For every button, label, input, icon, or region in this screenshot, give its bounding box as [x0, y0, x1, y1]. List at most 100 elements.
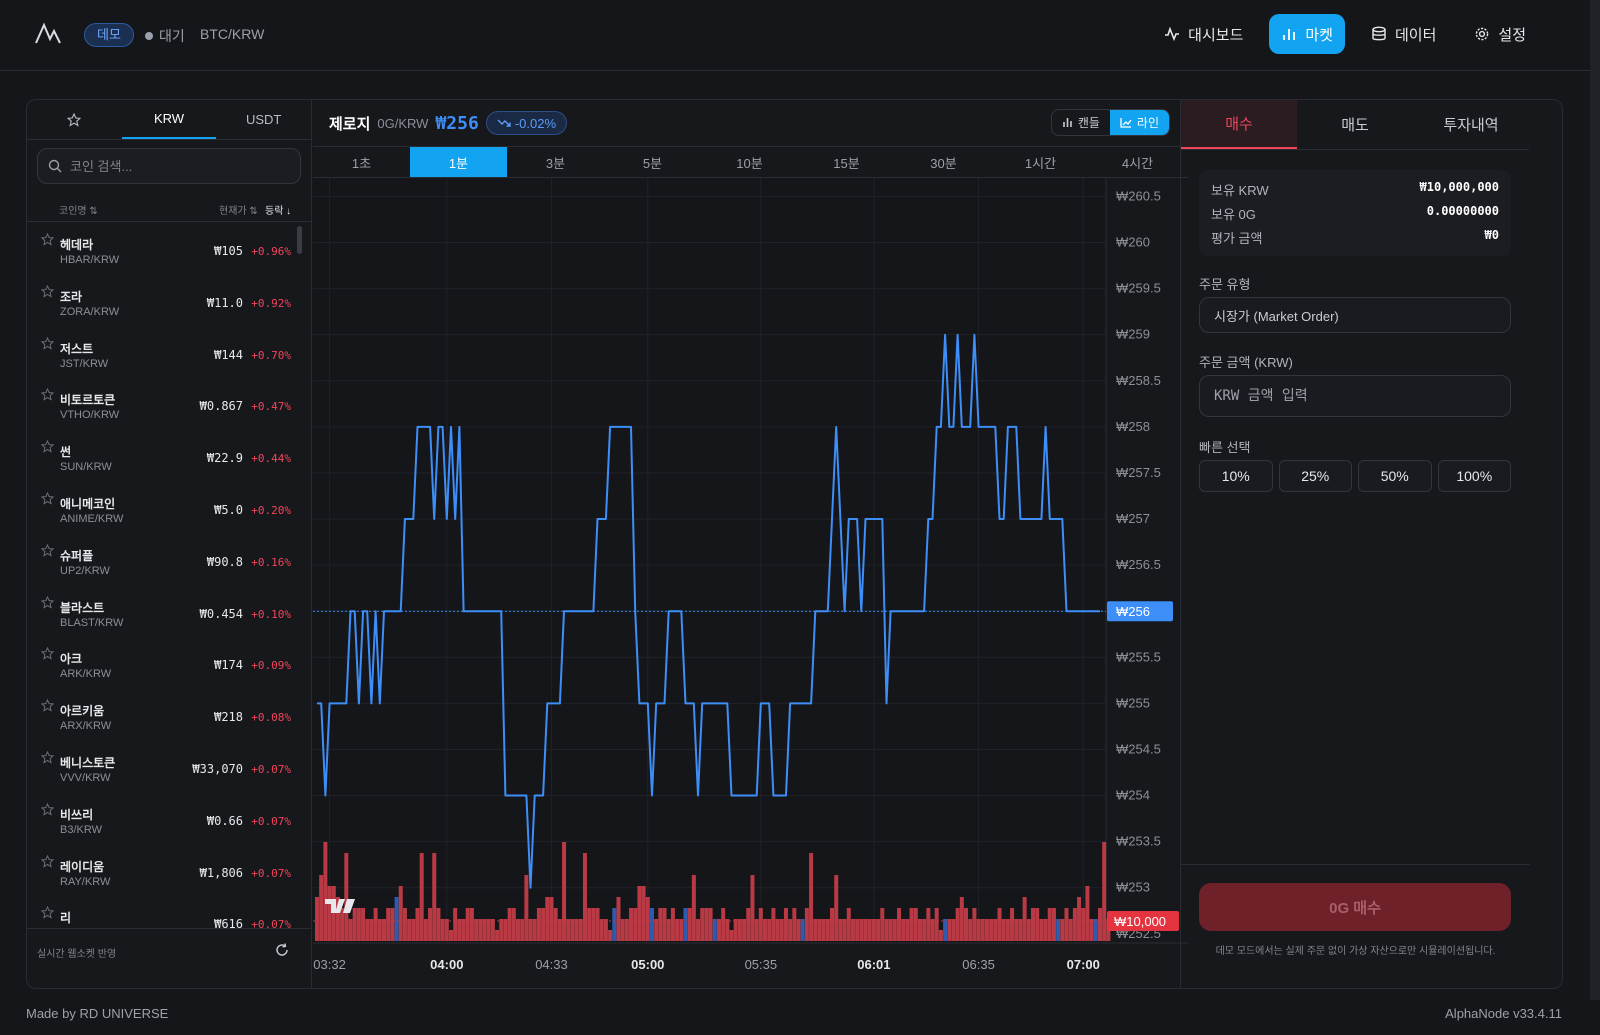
- favorite-star-icon[interactable]: [41, 595, 54, 609]
- balance-coin-label: 보유 0G: [1211, 207, 1256, 222]
- volume-bar: [771, 908, 776, 941]
- interval-tab[interactable]: 1분: [410, 147, 507, 177]
- coin-row[interactable]: 애니메코인 ANIME/KRW ₩5.0 +0.20%: [27, 483, 311, 535]
- interval-tab[interactable]: 5분: [642, 155, 663, 171]
- col-name-sort[interactable]: 코인명 ⇅: [59, 206, 98, 217]
- coin-row[interactable]: 비쓰리 B3/KRW ₩0.66 +0.07%: [27, 794, 311, 846]
- volume-bar: [888, 919, 893, 941]
- coin-price: ₩174: [214, 658, 243, 673]
- tab-history[interactable]: 투자내역: [1443, 117, 1499, 134]
- quick-10-button[interactable]: 10%: [1199, 460, 1273, 492]
- volume-bar: [520, 919, 525, 941]
- volume-bar: [683, 908, 688, 941]
- order-type-select[interactable]: 시장가 (Market Order): [1199, 297, 1511, 333]
- bar-chart-icon: [1283, 29, 1296, 40]
- coin-list-scrollbar[interactable]: [297, 226, 302, 254]
- volume-bar: [323, 842, 328, 941]
- favorite-star-icon[interactable]: [41, 491, 54, 505]
- last-price-badge: [1107, 601, 1173, 622]
- volume-bar: [1005, 919, 1010, 941]
- interval-tab[interactable]: 15분: [833, 155, 860, 171]
- tab-krw[interactable]: KRW: [121, 100, 217, 139]
- interval-tab[interactable]: 30분: [930, 155, 957, 171]
- coin-name: 비쓰리: [60, 807, 94, 822]
- coin-row[interactable]: 아르키움 ARX/KRW ₩218 +0.08%: [27, 690, 311, 742]
- favorite-star-icon[interactable]: [41, 388, 54, 401]
- interval-tab[interactable]: 4시간: [1121, 155, 1154, 171]
- favorite-star-icon[interactable]: [41, 854, 54, 868]
- volume-bar: [528, 919, 533, 941]
- x-tick-label: 04:33: [535, 957, 568, 972]
- view-line-button[interactable]: 라인: [1109, 110, 1169, 135]
- volume-bar: [716, 919, 721, 941]
- favorite-star-icon[interactable]: [41, 647, 54, 660]
- view-candle-button[interactable]: 캔들: [1052, 110, 1110, 135]
- interval-tab[interactable]: 3분: [545, 155, 566, 171]
- nav-dashboard[interactable]: 대시보드: [1152, 14, 1255, 54]
- favorite-star-icon[interactable]: [41, 750, 54, 764]
- col-price-sort[interactable]: 현재가 ⇅: [219, 206, 258, 217]
- coin-row[interactable]: 리RE/KRW ₩616 +0.07%: [27, 897, 311, 928]
- x-tick-label: 07:00: [1067, 957, 1100, 972]
- favorite-star-icon[interactable]: [41, 440, 54, 453]
- volume-bar: [624, 919, 629, 941]
- quick-100-button[interactable]: 100%: [1437, 460, 1511, 492]
- database-icon: [1372, 26, 1386, 41]
- interval-tab[interactable]: 1시간: [1024, 155, 1057, 171]
- coin-row[interactable]: 썬 SUN/KRW ₩22.9 +0.44%: [27, 431, 311, 483]
- favorite-star-icon[interactable]: [41, 233, 54, 246]
- col-change-sort[interactable]: 등락 ↓: [265, 206, 292, 217]
- tab-buy[interactable]: 매수: [1181, 100, 1297, 149]
- coin-search-input[interactable]: [70, 158, 290, 174]
- volume-bar: [922, 919, 927, 941]
- app-logo-icon[interactable]: [34, 22, 62, 46]
- nav-settings[interactable]: 설정: [1462, 14, 1538, 54]
- nav-data[interactable]: 데이터: [1359, 14, 1448, 54]
- tab-favorites[interactable]: [27, 100, 122, 139]
- interval-tab[interactable]: 10분: [736, 155, 763, 171]
- coin-row[interactable]: 조라 ZORA/KRW ₩11.0 +0.92%: [27, 276, 311, 328]
- volume-bar: [1056, 919, 1061, 941]
- balance-krw-label: 보유 KRW: [1211, 183, 1269, 198]
- favorite-star-icon[interactable]: [41, 699, 54, 712]
- volume-bar: [783, 908, 788, 941]
- favorite-star-icon[interactable]: [41, 543, 54, 557]
- quick-50-button[interactable]: 50%: [1358, 460, 1432, 492]
- volume-bar: [876, 919, 881, 941]
- tab-usdt[interactable]: USDT: [245, 112, 282, 127]
- volume-bar: [587, 908, 592, 941]
- chart-panel: 제로지 0G/KRW ₩256 -0.02% 캔들 라인 1초 1분 3분 5분 10분…: [313, 100, 1188, 988]
- volume-bar: [993, 919, 998, 941]
- favorite-star-icon[interactable]: [41, 906, 54, 919]
- favorite-star-icon[interactable]: [41, 284, 54, 298]
- page-scrollbar[interactable]: [1590, 0, 1600, 1000]
- volume-bar: [566, 919, 571, 941]
- volume-bar: [603, 919, 608, 941]
- refresh-icon[interactable]: [275, 943, 289, 957]
- coin-row[interactable]: 저스트 JST/KRW ₩144 +0.70%: [27, 328, 311, 380]
- interval-tab[interactable]: 1초: [351, 155, 372, 171]
- favorite-star-icon[interactable]: [41, 802, 54, 816]
- coin-row[interactable]: 헤데라 HBAR/KRW ₩105 +0.96%: [27, 224, 311, 276]
- coin-row[interactable]: 비토르토큰 VTHO/KRW ₩0.867 +0.47%: [27, 379, 311, 431]
- volume-bar: [884, 919, 889, 941]
- nav-market[interactable]: 마켓: [1269, 14, 1345, 54]
- favorite-star-icon[interactable]: [41, 336, 54, 350]
- quick-25-button[interactable]: 25%: [1278, 460, 1352, 492]
- order-tabs: 매수 매도 투자내역: [1181, 100, 1529, 150]
- buy-button[interactable]: 0G 매수: [1199, 883, 1511, 931]
- amount-input[interactable]: [1214, 388, 1494, 404]
- chart-plot-area: [313, 178, 1106, 943]
- volume-bar: [729, 930, 734, 941]
- volume-bar: [319, 875, 324, 941]
- tab-sell[interactable]: 매도: [1341, 117, 1369, 134]
- coin-row[interactable]: 아크 ARK/KRW ₩174 +0.09%: [27, 638, 311, 690]
- coin-row[interactable]: 레이디움 RAY/KRW ₩1,806 +0.07%: [27, 846, 311, 898]
- coin-row[interactable]: 슈퍼플 UP2/KRW ₩90.8 +0.16%: [27, 535, 311, 587]
- coin-symbol: VVV/KRW: [60, 771, 111, 784]
- coin-row[interactable]: 블라스트 BLAST/KRW ₩0.454 +0.10%: [27, 587, 311, 639]
- volume-bar: [825, 919, 830, 941]
- price-chart[interactable]: ₩260.5 ₩260 ₩259.5 ₩259 ₩258.5 ₩258 ₩257.5 ₩257…: [313, 178, 1188, 988]
- coin-row[interactable]: 베니스토큰 VVV/KRW ₩33,070 +0.07%: [27, 742, 311, 794]
- volume-bar: [696, 919, 701, 941]
